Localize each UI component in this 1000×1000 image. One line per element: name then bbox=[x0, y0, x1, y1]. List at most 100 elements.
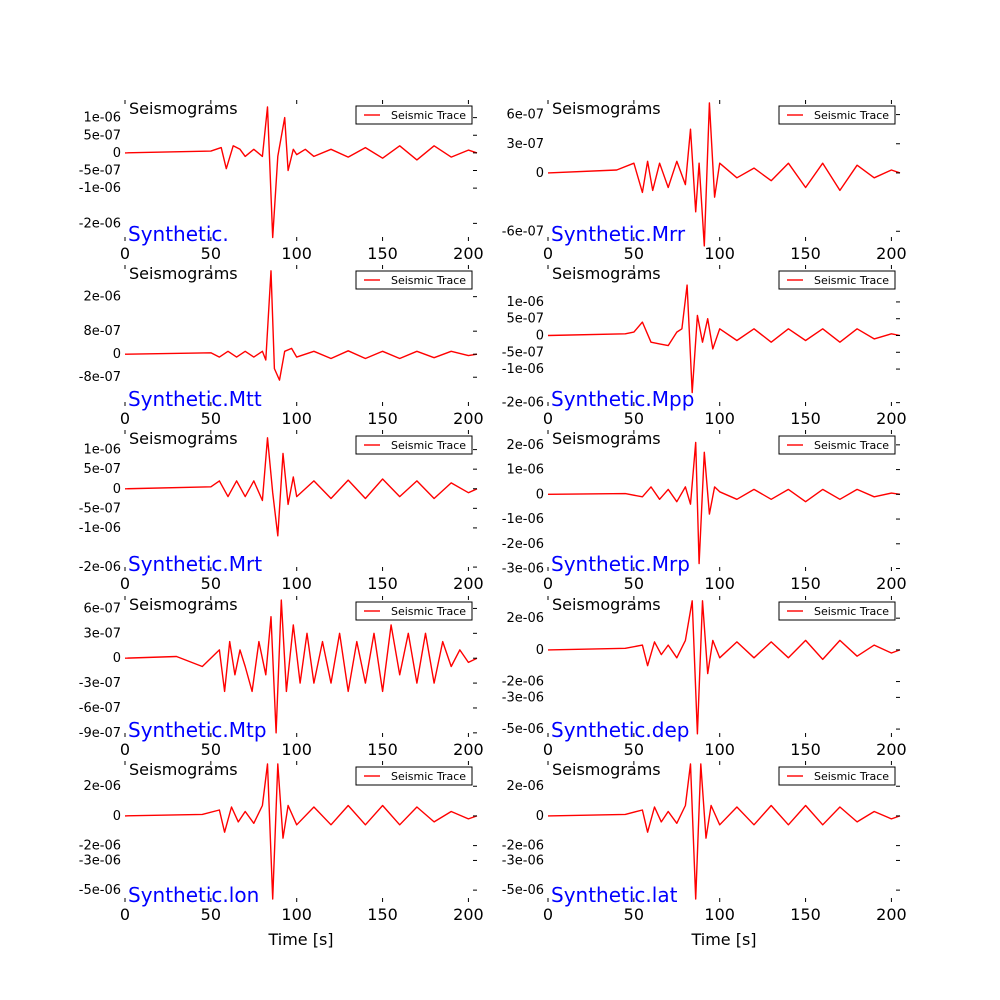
panel-title: Seismograms bbox=[552, 595, 661, 614]
legend-box bbox=[778, 766, 896, 786]
x-tick-label: 0 bbox=[120, 905, 130, 924]
y-tick-label: 1e-06 bbox=[83, 111, 121, 126]
x-tick-label: 100 bbox=[704, 574, 735, 593]
x-tick-label: 200 bbox=[453, 409, 484, 428]
subplot-6: 0 50 100 150 200 2e-06 1e-06 0 -1e-06 -2e-06 -3e-0… bbox=[502, 429, 907, 593]
y-tick-label: 8e-07 bbox=[83, 324, 121, 339]
panel-title: Seismograms bbox=[552, 99, 661, 118]
synthetic-name: Synthetic.Mtt bbox=[128, 387, 262, 411]
seismic-trace-line bbox=[124, 106, 478, 239]
y-tick-label: 0 bbox=[536, 329, 544, 344]
synthetic-name: Synthetic.lon bbox=[128, 883, 259, 907]
panel-title: Seismograms bbox=[129, 264, 238, 283]
seismic-trace-line bbox=[124, 763, 478, 900]
legend-label: Seismic Trace bbox=[391, 274, 466, 287]
y-tick-label: 2e-06 bbox=[83, 290, 121, 305]
x-tick-label: 200 bbox=[876, 244, 907, 263]
y-tick-label: -5e-06 bbox=[502, 883, 544, 898]
subplot-1: 0 50 100 150 200 1e-06 5e-07 0 -5e-07 -1e-06 -2e-0… bbox=[79, 99, 484, 263]
x-tick-label: 200 bbox=[453, 244, 484, 263]
x-tick-label: 0 bbox=[120, 244, 130, 263]
legend-label: Seismic Trace bbox=[814, 109, 889, 122]
y-tick-label: -6e-07 bbox=[79, 701, 121, 716]
x-tick-label: 50 bbox=[624, 740, 644, 759]
legend-label: Seismic Trace bbox=[391, 605, 466, 618]
y-tick-label: 1e-06 bbox=[506, 463, 544, 478]
y-tick-label: 0 bbox=[536, 487, 544, 502]
y-tick-label: -2e-06 bbox=[79, 560, 121, 575]
seismic-trace-line bbox=[124, 437, 478, 537]
panel-title: Seismograms bbox=[129, 595, 238, 614]
synthetic-name: Synthetic.Mpp bbox=[551, 387, 694, 411]
y-tick-label: -2e-06 bbox=[79, 839, 121, 854]
legend-box bbox=[355, 435, 473, 455]
x-tick-label: 150 bbox=[367, 905, 398, 924]
subplot-3: 0 50 100 150 200 2e-06 8e-07 0 -8e-07 Seismograms… bbox=[79, 264, 484, 428]
y-tick-label: 2e-06 bbox=[506, 779, 544, 794]
y-tick-label: -1e-06 bbox=[79, 521, 121, 536]
synthetic-name: Synthetic.Mrr bbox=[551, 222, 686, 246]
y-tick-label: 5e-07 bbox=[83, 128, 121, 143]
seismic-trace-line bbox=[547, 284, 901, 394]
seismic-trace-line bbox=[547, 102, 901, 247]
subplot-4: 0 50 100 150 2001e-065e-070-5e-07-1e-06-2e-0… bbox=[502, 264, 907, 428]
y-tick-label: -2e-06 bbox=[502, 396, 544, 411]
y-tick-label: 5e-07 bbox=[506, 312, 544, 327]
y-tick-label: 2e-06 bbox=[506, 611, 544, 626]
seismic-trace-line bbox=[124, 599, 478, 734]
legend-label: Seismic Trace bbox=[814, 770, 889, 783]
x-tick-label: 100 bbox=[704, 740, 735, 759]
x-tick-label: 150 bbox=[790, 244, 821, 263]
subplot-7: 0 50 100 150 200 6e-07 3e-07 0 -3e-07 -6e-07 -9e-0… bbox=[79, 595, 484, 759]
y-tick-label: -3e-07 bbox=[79, 676, 121, 691]
x-tick-label: 100 bbox=[704, 244, 735, 263]
legend-label: Seismic Trace bbox=[814, 439, 889, 452]
y-tick-label: -5e-07 bbox=[79, 164, 121, 179]
y-tick-label: -1e-06 bbox=[502, 362, 544, 377]
synthetic-name: Synthetic. bbox=[128, 222, 229, 246]
seismic-trace-line bbox=[547, 763, 901, 900]
x-tick-label: 50 bbox=[201, 574, 221, 593]
y-tick-label: 1e-06 bbox=[83, 443, 121, 458]
subplot-2: 0 50 100 150 200 6e-07 3e-07 0 -6e-07 Seismograms… bbox=[502, 99, 907, 263]
panel-title: Seismograms bbox=[129, 429, 238, 448]
x-tick-label: 50 bbox=[201, 905, 221, 924]
x-tick-label: 150 bbox=[790, 574, 821, 593]
x-tick-label: 0 bbox=[120, 409, 130, 428]
x-tick-label: 100 bbox=[281, 574, 312, 593]
subplot-5: 0 50 100 150 200 1e-06 5e-07 0 -5e-07 -1e-06 -2e-0… bbox=[79, 429, 484, 593]
y-tick-label: -8e-07 bbox=[79, 370, 121, 385]
y-tick-label: -2e-06 bbox=[502, 675, 544, 690]
seismic-trace-line bbox=[547, 441, 901, 565]
synthetic-name: Synthetic.Mtp bbox=[128, 718, 267, 742]
x-tick-label: 0 bbox=[543, 905, 553, 924]
x-tick-label: 0 bbox=[120, 574, 130, 593]
x-tick-label: 100 bbox=[281, 244, 312, 263]
x-tick-label: 100 bbox=[704, 409, 735, 428]
x-tick-label: 150 bbox=[367, 409, 398, 428]
x-axis-label-left: Time [s] bbox=[267, 930, 333, 949]
panel-title: Seismograms bbox=[552, 760, 661, 779]
legend-box bbox=[778, 105, 896, 125]
x-tick-label: 150 bbox=[367, 574, 398, 593]
y-tick-label: -5e-06 bbox=[79, 883, 121, 898]
x-tick-label: 50 bbox=[624, 244, 644, 263]
x-tick-label: 50 bbox=[201, 740, 221, 759]
x-tick-label: 50 bbox=[201, 409, 221, 428]
x-tick-label: 100 bbox=[281, 740, 312, 759]
legend-box bbox=[778, 435, 896, 455]
x-axis-label-right: Time [s] bbox=[690, 930, 756, 949]
x-tick-label: 0 bbox=[543, 574, 553, 593]
panel-title: Seismograms bbox=[129, 760, 238, 779]
y-tick-label: 2e-06 bbox=[83, 779, 121, 794]
synthetic-name: Synthetic.lat bbox=[551, 883, 678, 907]
x-tick-label: 0 bbox=[543, 409, 553, 428]
x-tick-label: 0 bbox=[120, 740, 130, 759]
legend-label: Seismic Trace bbox=[814, 274, 889, 287]
x-tick-label: 50 bbox=[624, 905, 644, 924]
legend-label: Seismic Trace bbox=[391, 770, 466, 783]
legend-box bbox=[355, 105, 473, 125]
x-tick-label: 150 bbox=[367, 740, 398, 759]
x-tick-label: 0 bbox=[543, 244, 553, 263]
x-tick-label: 200 bbox=[876, 574, 907, 593]
